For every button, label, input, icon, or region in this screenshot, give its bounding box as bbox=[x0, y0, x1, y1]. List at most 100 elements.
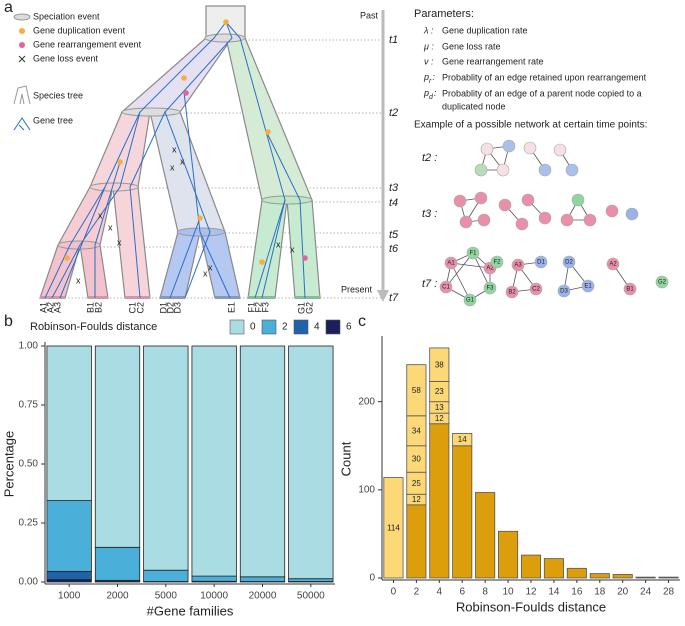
bar bbox=[590, 574, 609, 578]
x-axis-label: #Gene families bbox=[147, 603, 234, 618]
bar bbox=[498, 531, 517, 578]
parameters-title: Parameters: bbox=[414, 8, 474, 20]
bar bbox=[192, 346, 236, 576]
time-point: t1 bbox=[389, 34, 398, 46]
panel-label: b bbox=[4, 313, 13, 330]
node-label: A3 bbox=[514, 263, 522, 269]
x-tick-label: 10 bbox=[503, 587, 515, 598]
x-tick-label: 1000 bbox=[58, 591, 81, 602]
x-tick-label: 14 bbox=[548, 587, 560, 598]
legend-label: 4 bbox=[314, 322, 320, 333]
bar bbox=[95, 346, 139, 547]
bar bbox=[453, 446, 472, 578]
svg-text:x: x bbox=[276, 239, 281, 249]
x-tick-label: 6 bbox=[459, 587, 465, 598]
parameter-symbol: pd: bbox=[423, 88, 437, 100]
legend-label: 2 bbox=[282, 322, 288, 333]
leaf-label: B2 bbox=[93, 302, 103, 313]
x-tick-label: 20000 bbox=[249, 591, 277, 602]
legend-title: Robinson-Foulds distance bbox=[30, 321, 157, 333]
legend-label: 6 bbox=[346, 322, 352, 333]
panel-label: a bbox=[4, 0, 13, 16]
leaf-label: F3 bbox=[260, 302, 270, 313]
panel-a: a Speciation event Gene duplication even… bbox=[4, 0, 668, 314]
y-tick-label: 0.75 bbox=[19, 400, 39, 411]
time-point: t4 bbox=[389, 197, 398, 209]
legend-swatch bbox=[326, 320, 340, 334]
y-tick-label: 0.25 bbox=[19, 518, 39, 529]
svg-text:x: x bbox=[172, 144, 177, 154]
legend-label: Gene duplication event bbox=[33, 25, 126, 35]
bar bbox=[289, 579, 333, 582]
x-tick-label: 18 bbox=[594, 587, 606, 598]
time-point: t5 bbox=[389, 229, 399, 241]
bar bbox=[144, 570, 188, 581]
node-label: A1 bbox=[447, 261, 455, 267]
parameter-symbol: μ : bbox=[423, 41, 434, 51]
y-tick-label: 0 bbox=[369, 573, 375, 584]
x-tick-label: 12 bbox=[525, 587, 537, 598]
y-tick-label: 100 bbox=[358, 484, 375, 495]
time-label: Past bbox=[360, 10, 379, 20]
value-label: 38 bbox=[435, 360, 444, 369]
time-label: Present bbox=[341, 284, 373, 294]
parameter-symbol: λ : bbox=[423, 25, 434, 35]
parameter-text: Gene duplication rate bbox=[442, 25, 528, 35]
node-label: B2 bbox=[508, 290, 516, 296]
node-label: C1 bbox=[442, 285, 450, 291]
leaf-labels: A1 A2 A3 B1 B2 C1 C2 D1 D2 D3 E1 F1 F2 F… bbox=[38, 302, 314, 314]
bar bbox=[636, 577, 655, 578]
row-label: t3 : bbox=[422, 208, 437, 220]
leaf-label: C2 bbox=[135, 302, 145, 314]
node-label: E1 bbox=[584, 284, 592, 290]
y-tick-label: 1.00 bbox=[19, 341, 39, 352]
colon: : bbox=[434, 88, 437, 98]
node-label: G1 bbox=[466, 298, 475, 304]
node-label: D2 bbox=[565, 260, 573, 266]
svg-text:x: x bbox=[76, 275, 81, 285]
legend-label: 0 bbox=[250, 322, 256, 333]
bar bbox=[430, 424, 449, 578]
node-label: F3 bbox=[486, 286, 494, 292]
parameter-text: Probablity of an edge of a parent node c… bbox=[442, 88, 642, 98]
bar bbox=[567, 568, 586, 578]
x-tick-label: 2 bbox=[414, 587, 420, 598]
legend-icon bbox=[19, 42, 25, 48]
legend-icon bbox=[19, 28, 25, 34]
value-label: 13 bbox=[435, 403, 444, 412]
svg-text:x: x bbox=[208, 262, 213, 272]
bar bbox=[95, 547, 139, 580]
node-label: B1 bbox=[626, 287, 634, 293]
x-tick-label: 16 bbox=[571, 587, 583, 598]
node-label: C2 bbox=[532, 287, 540, 293]
time-point: t7 bbox=[389, 292, 399, 304]
example-title: Example of a possible network at certain… bbox=[414, 120, 647, 131]
time-arrow-head bbox=[377, 290, 389, 302]
bar bbox=[240, 577, 284, 582]
svg-text:x: x bbox=[170, 162, 175, 172]
node-label: G2 bbox=[658, 280, 667, 286]
svg-text:x: x bbox=[108, 222, 113, 232]
svg-text:x: x bbox=[98, 210, 103, 220]
bar bbox=[544, 559, 563, 578]
legend-label: Gene loss event bbox=[33, 53, 99, 63]
x-tick-label: 50000 bbox=[297, 591, 325, 602]
y-tick-label: 0.50 bbox=[19, 459, 39, 470]
legend-label: Speciation event bbox=[33, 11, 100, 21]
time-point: t6 bbox=[389, 243, 399, 255]
node-label: D3 bbox=[560, 289, 568, 295]
y-axis-label: Count bbox=[338, 441, 353, 476]
leaf-label: D3 bbox=[172, 302, 182, 314]
bar bbox=[240, 346, 284, 577]
node-label: D1 bbox=[537, 260, 545, 266]
bar bbox=[47, 571, 91, 579]
legend-icon bbox=[14, 86, 30, 104]
leaf-label: A3 bbox=[52, 302, 62, 313]
svg-text:x: x bbox=[290, 244, 295, 254]
svg-text:x: x bbox=[117, 237, 122, 247]
legend-label: Gene tree bbox=[33, 115, 73, 125]
row-label: t7 : bbox=[422, 278, 437, 290]
x-tick-label: 24 bbox=[640, 587, 652, 598]
bar bbox=[659, 577, 678, 578]
